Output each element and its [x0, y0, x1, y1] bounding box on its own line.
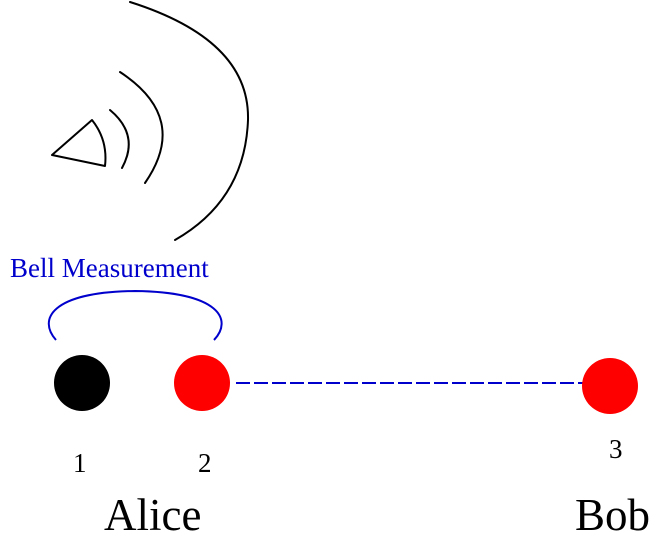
particle-1 — [54, 355, 110, 411]
speaker-cone-icon — [51, 119, 107, 167]
particle-3 — [582, 358, 638, 414]
sound-wave-medium — [119, 71, 164, 184]
party-bob-label: Bob — [575, 490, 650, 537]
particle-3-label: 3 — [609, 434, 623, 464]
sound-wave-small — [109, 109, 130, 169]
particle-2 — [174, 355, 230, 411]
particle-2-label: 2 — [198, 448, 212, 478]
bell-measurement-label: Bell Measurement — [10, 253, 209, 283]
sound-wave-large — [129, 1, 250, 241]
speaker-broadcast-icon — [51, 1, 250, 241]
bell-measurement-arc — [47, 289, 223, 341]
particle-1-label: 1 — [73, 448, 87, 478]
party-alice-label: Alice — [104, 490, 201, 537]
